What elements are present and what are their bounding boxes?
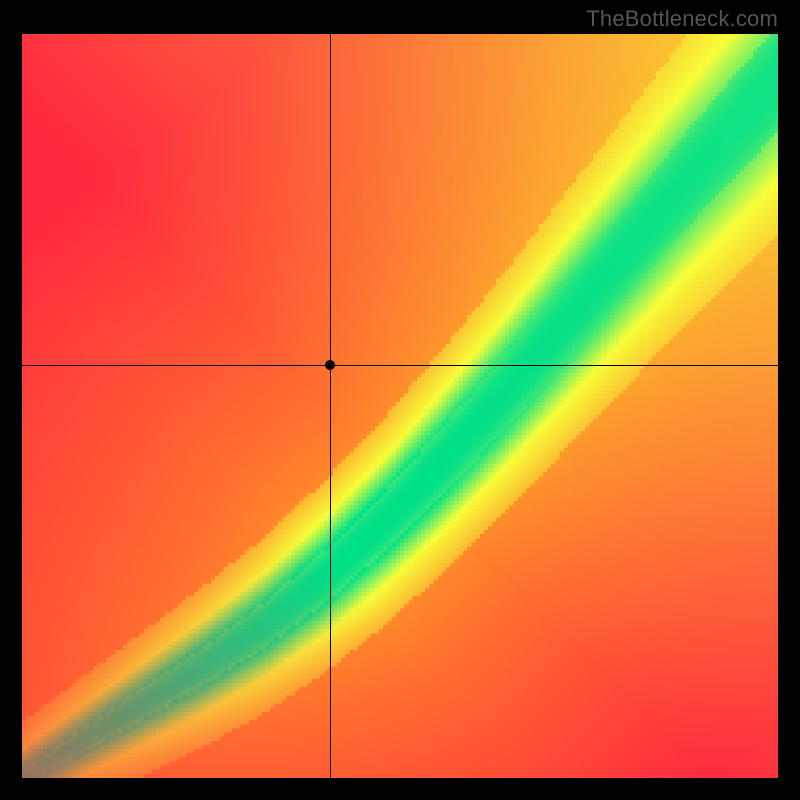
crosshair-horizontal [22,365,778,366]
chart-container: TheBottleneck.com [0,0,800,800]
heatmap-plot [22,34,778,778]
heatmap-canvas [22,34,778,778]
marker-dot [325,360,335,370]
crosshair-vertical [330,34,331,778]
attribution-text: TheBottleneck.com [586,6,778,32]
